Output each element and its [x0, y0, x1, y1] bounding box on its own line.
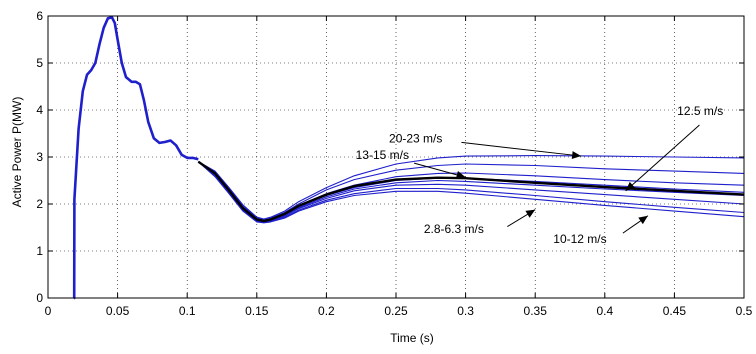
x-tick-label: 0.5	[736, 304, 753, 318]
y-axis-label: Active Power P(MW)	[10, 97, 24, 208]
annotation-arrow-line	[461, 141, 582, 157]
y-tick-label: 6	[36, 9, 43, 23]
highlight-line	[197, 160, 745, 223]
x-tick-label: 0.3	[457, 304, 474, 318]
transient-line	[72, 16, 199, 300]
x-axis-label: Time (s)	[390, 331, 434, 345]
x-tick-label: 0	[45, 304, 52, 318]
annotation-arrowhead	[571, 151, 582, 160]
x-tick-label: 0.4	[596, 304, 613, 318]
y-tick-label: 2	[36, 197, 43, 211]
annotation-arrowhead	[525, 209, 536, 218]
annotation-label: 12.5 m/s	[677, 104, 723, 118]
x-tick-label: 0.1	[179, 304, 196, 318]
y-tick-label: 0	[36, 291, 43, 305]
series-line	[198, 155, 745, 220]
x-tick-labels: 0 0.05 0.1 0.15 0.2 0.25 0.3 0.35 0.4 0.45 0.5	[45, 304, 753, 318]
tick-marks	[47, 15, 745, 299]
annotation-label: 2.8-6.3 m/s	[424, 222, 484, 236]
series-line	[197, 161, 745, 224]
annotation-label: 20-23 m/s	[389, 131, 442, 145]
y-tick-label: 5	[36, 56, 43, 70]
annotation-arrowhead	[625, 181, 636, 191]
annotation-arrow-line	[625, 124, 700, 192]
annotation-label: 10-12 m/s	[553, 232, 606, 246]
x-tick-label: 0.05	[106, 304, 130, 318]
y-tick-labels: 0 1 2 3 4 5 6	[36, 9, 43, 305]
y-tick-label: 3	[36, 150, 43, 164]
annotation-label: 13-15 m/s	[356, 148, 409, 162]
x-tick-label: 0.15	[245, 304, 269, 318]
annotation-arrowhead	[455, 170, 466, 179]
x-tick-label: 0.35	[524, 304, 548, 318]
annotation-arrowhead	[638, 215, 648, 225]
annotations: 20-23 m/s 12.5 m/s 13-15 m/s 2.8-6.3 m/s 10-…	[356, 104, 724, 246]
plot-area	[72, 16, 745, 300]
x-tick-label: 0.25	[384, 304, 408, 318]
y-tick-label: 4	[36, 103, 43, 117]
y-tick-label: 1	[36, 244, 43, 258]
x-tick-label: 0.45	[663, 304, 687, 318]
x-tick-label: 0.2	[318, 304, 335, 318]
